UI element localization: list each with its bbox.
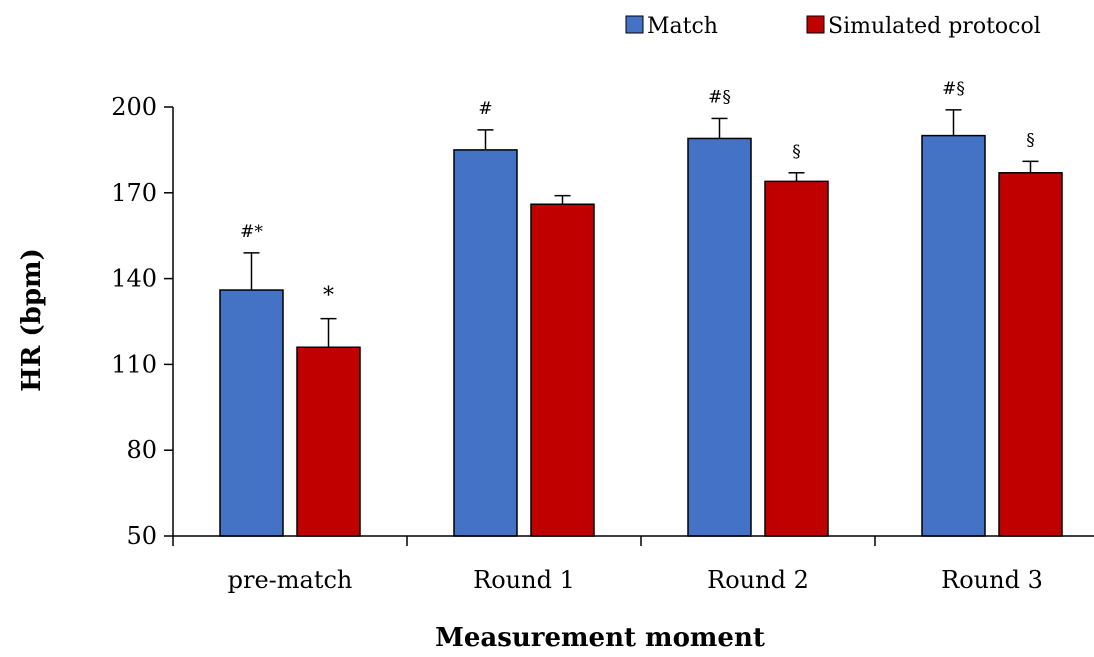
x-axis-title: Measurement moment (435, 623, 765, 653)
significance-label: #* (240, 222, 263, 242)
bar-match (921, 134, 986, 537)
legend-label-simulated: Simulated protocol (828, 14, 1041, 39)
x-category-label: pre-match (228, 566, 353, 594)
bar-match (453, 149, 518, 537)
legend-swatch-simulated (806, 15, 825, 34)
bar-match (219, 289, 284, 537)
x-category-label: Round 1 (473, 566, 575, 594)
bar-match (687, 137, 752, 537)
x-axis: pre-match Round 1 Round 2 Round 3 (172, 535, 1094, 594)
legend-swatch-match (625, 15, 644, 34)
y-tick-label: 200 (111, 93, 157, 121)
y-axis: 50 80 110 140 170 200 (111, 93, 174, 550)
x-category-label: Round 3 (941, 566, 1043, 594)
bars: #* * # #§ § #§ § (219, 79, 1063, 537)
y-tick-label: 110 (111, 350, 157, 378)
y-tick-label: 170 (111, 179, 157, 207)
bar-simulated (530, 203, 595, 537)
significance-label: #§ (942, 79, 965, 99)
y-axis-title: HR (bpm) (17, 248, 47, 392)
bar-simulated (998, 172, 1063, 537)
significance-label: # (478, 99, 492, 119)
bar-simulated (764, 180, 829, 537)
y-tick-label: 50 (126, 522, 157, 550)
significance-label: #§ (708, 87, 731, 107)
legend: Match Simulated protocol (625, 14, 1041, 39)
significance-label: § (1026, 130, 1035, 150)
bar-simulated (296, 346, 361, 537)
x-category-label: Round 2 (707, 566, 809, 594)
y-tick-label: 140 (111, 265, 157, 293)
legend-label-match: Match (647, 14, 718, 39)
significance-label: § (792, 142, 801, 162)
significance-label: * (323, 284, 334, 309)
y-tick-label: 80 (126, 436, 157, 464)
